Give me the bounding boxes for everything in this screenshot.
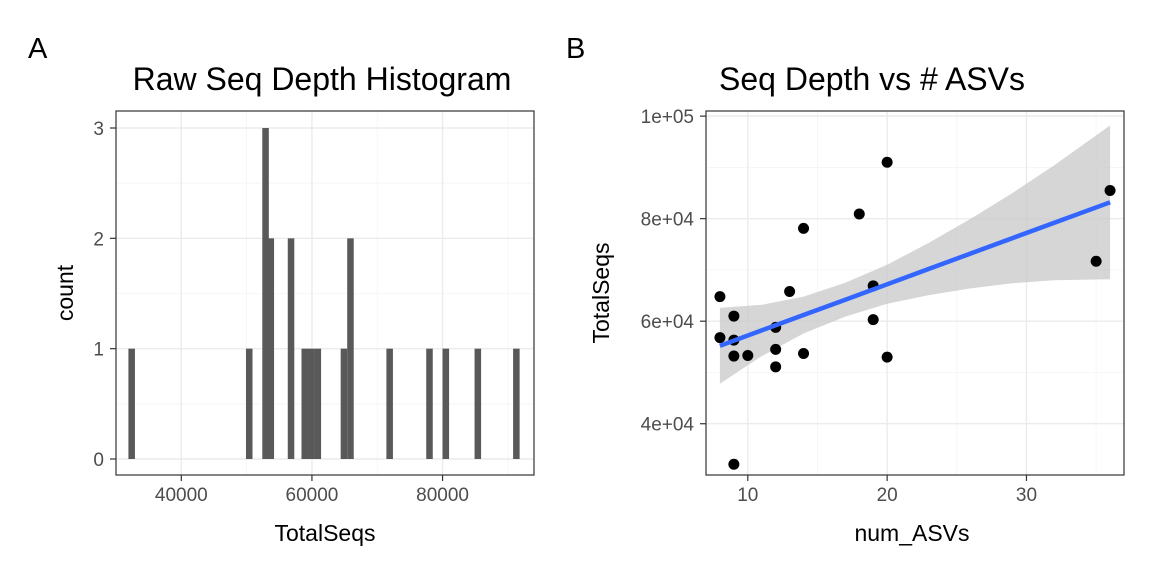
histogram-bar [262,128,269,459]
histogram-bar [426,348,433,459]
scatter-point [798,347,810,359]
scatter-point [881,351,893,363]
scatter-axis-ticks: 10 20 30 4e+04 6e+04 8e+04 1e+05 [641,107,1037,506]
regression-confidence-band [719,125,1111,384]
histogram-plot-frame [115,110,535,476]
scatter-point [798,222,810,234]
scatter-point [784,285,796,297]
scatter-point [728,458,740,470]
scatter-panel: B Seq Depth vs # ASVs 10 20 30 4e+04 6e+04 8e… [566,33,1125,546]
x-tick-label: 80000 [416,485,469,506]
scatter-y-axis-title: TotalSeqs [588,242,614,343]
y-tick-label: 6e+04 [641,312,695,333]
y-tick-label: 1 [93,340,104,361]
histogram-bar [347,238,354,459]
histogram-gridlines [116,111,534,475]
scatter-point [728,310,740,322]
histogram-bar [308,348,315,459]
y-tick-label: 0 [93,450,104,471]
histogram-bar [513,348,520,459]
scatter-point [1104,184,1116,196]
y-tick-label: 8e+04 [641,210,695,231]
histogram-bar [287,238,295,459]
confidence-band-area [719,125,1111,384]
histogram-bar [128,348,135,459]
scatter-point [714,291,726,303]
x-tick-label: 40000 [155,485,208,506]
regression-line [719,200,1111,348]
histogram-bar [386,348,393,459]
histogram-bar [267,238,275,459]
y-tick-label: 3 [93,119,104,140]
scatter-x-axis-title: num_ASVs [854,520,969,546]
x-tick-label: 60000 [286,485,339,506]
scatter-point [881,156,893,168]
y-tick-label: 2 [93,229,104,250]
histogram-bar [301,348,309,459]
x-tick-label: 10 [737,485,758,506]
panel-tag-a: A [28,33,48,65]
histogram-axis-ticks: 40000 60000 80000 0 1 2 3 [93,119,469,506]
histogram-x-axis-title: TotalSeqs [274,520,375,546]
scatter-point [770,343,782,355]
histogram-bar [442,348,450,459]
scatter-point [867,314,879,326]
panel-tag-b: B [566,33,585,65]
histogram-bar [314,348,322,459]
scatter-point [714,332,726,344]
scatter-title: Seq Depth vs # ASVs [719,61,1025,97]
x-tick-label: 20 [877,485,898,506]
scatter-point [728,350,740,362]
histogram-panel: A Raw Seq Depth Histogram 40000 60000 8000… [28,33,535,546]
scatter-point [1090,255,1102,267]
histogram-y-axis-title: count [52,264,78,321]
histogram-bar [474,348,482,459]
histogram-bar [245,348,253,459]
regression-fit-line [719,200,1111,348]
y-tick-label: 1e+05 [641,107,694,128]
scatter-plot-frame [705,110,1125,476]
scatter-point [770,361,782,373]
scatter-point [853,208,865,220]
x-tick-label: 30 [1016,485,1037,506]
histogram-title: Raw Seq Depth Histogram [133,61,512,97]
histogram-bar [340,348,348,459]
histogram-bars [128,128,520,459]
scatter-point [742,350,754,362]
y-tick-label: 4e+04 [641,415,695,436]
